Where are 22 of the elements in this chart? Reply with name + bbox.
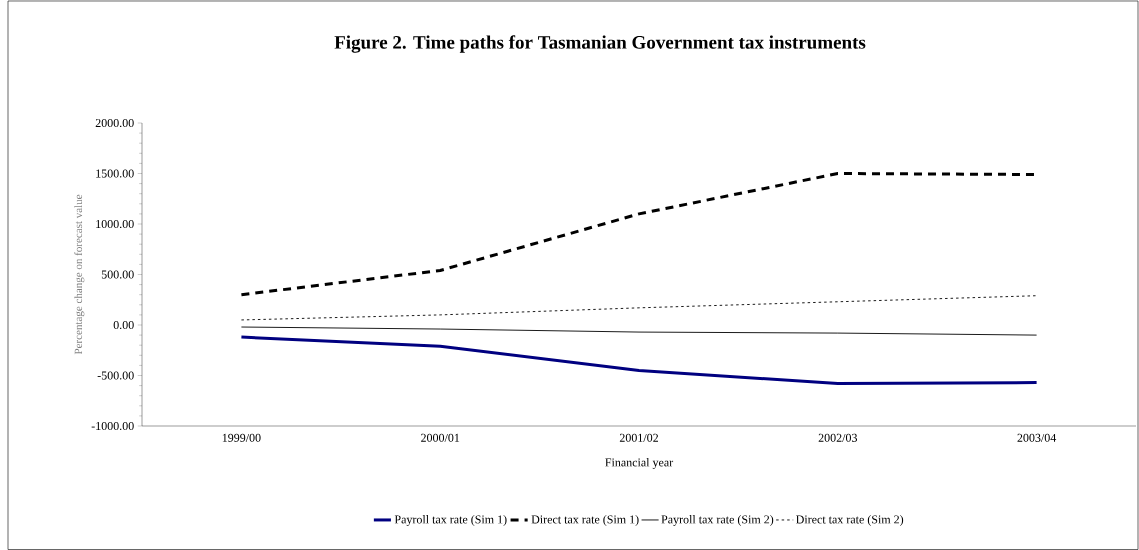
x-tick-label: 2000/01 xyxy=(421,433,460,442)
y-tick-label: 1000.00 xyxy=(96,219,134,229)
x-axis-title: Financial year xyxy=(605,458,674,469)
x-tick-label: 1999/00 xyxy=(222,433,261,442)
legend-label: Payroll tax rate (Sim 2) xyxy=(661,515,774,526)
chart-title: Figure 2. Time paths for Tasmanian Government tax instruments xyxy=(334,35,866,53)
y-tick-label: 0.00 xyxy=(113,320,134,330)
y-tick-label: -500.00 xyxy=(97,371,134,380)
legend-label: Direct tax rate (Sim 2) xyxy=(796,515,904,526)
y-tick-label: 2000.00 xyxy=(95,118,134,128)
y-axis-title: Percentage change on forecast value xyxy=(74,194,85,355)
legend-label: Direct tax rate (Sim 1) xyxy=(531,515,639,526)
legend-label: Payroll tax rate (Sim 1) xyxy=(394,515,507,526)
x-tick-label: 2001/02 xyxy=(619,433,659,442)
y-tick-label: 1500.00 xyxy=(96,169,134,178)
line-series xyxy=(240,326,1038,336)
line-series xyxy=(240,295,1038,321)
y-tick-label: -1000.00 xyxy=(91,421,134,431)
x-tick-label: 2003/04 xyxy=(1017,433,1057,442)
line-series xyxy=(239,335,1039,386)
y-tick-label: 500.00 xyxy=(101,270,134,279)
x-tick-label: 2002/03 xyxy=(818,433,858,442)
